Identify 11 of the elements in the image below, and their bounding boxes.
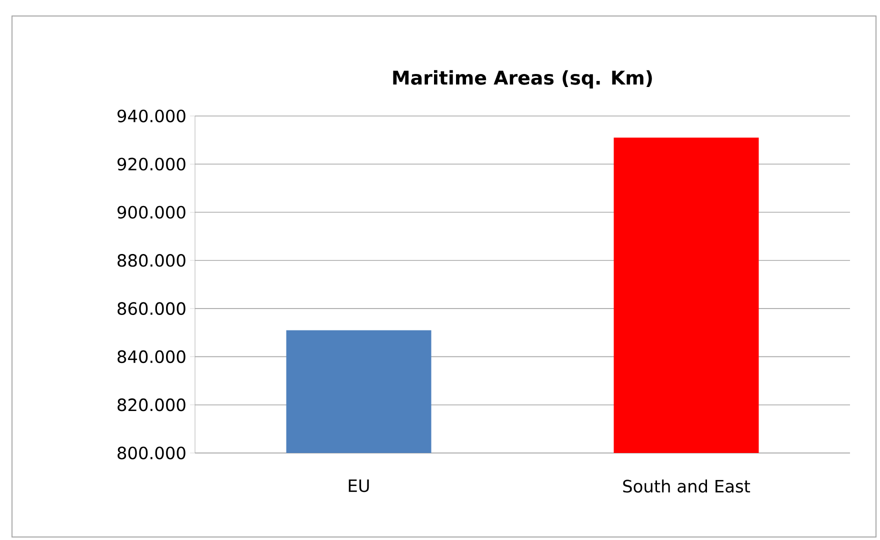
x-tick-label: EU [348, 480, 369, 492]
y-tick-label: 920.000 [118, 158, 186, 171]
y-tick-label: 840.000 [118, 350, 186, 364]
x-tick-label: South and East [623, 479, 750, 493]
y-tick-label: 800.000 [118, 446, 186, 460]
y-tick-label: 820.000 [118, 398, 186, 412]
y-tick-label: 900.000 [118, 206, 186, 219]
chart-title: Maritime Areas (sq. Km) [393, 70, 652, 88]
y-tick-label: 860.000 [118, 302, 186, 315]
y-tick-label: 940.000 [118, 110, 186, 122]
y-tick-label: 880.000 [118, 254, 186, 267]
